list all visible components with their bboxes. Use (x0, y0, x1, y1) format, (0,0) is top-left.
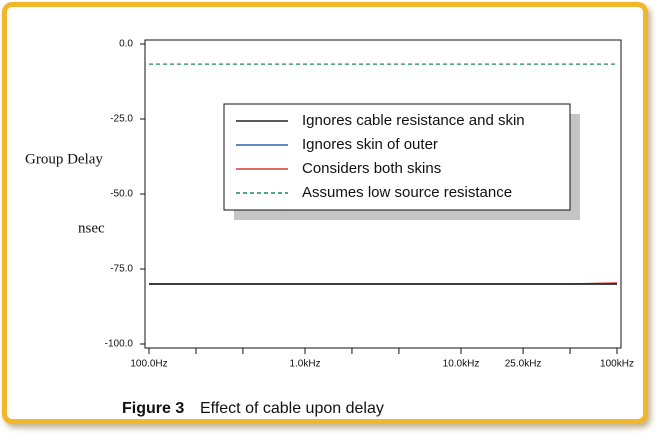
y-tick-label: -50.0 (110, 189, 133, 200)
y-tick-label: -25.0 (110, 114, 133, 125)
y-tick-label: -75.0 (110, 264, 133, 275)
figure-label: Figure 3 (122, 400, 184, 417)
legend-label: Ignores cable resistance and skin (302, 112, 525, 129)
x-tick-label: 100.0Hz (130, 359, 167, 370)
y-tick-label: 0.0 (119, 39, 133, 50)
legend-label: Considers both skins (302, 160, 441, 177)
x-tick-label: 100kHz (600, 359, 634, 370)
y-axis-unit: nsec (78, 220, 105, 236)
x-tick-label: 1.0kHz (289, 359, 320, 370)
x-tick-label: 10.0kHz (443, 359, 480, 370)
x-tick-label: 25.0kHz (505, 359, 542, 370)
y-axis-label: Group Delay (25, 151, 103, 167)
legend-label: Assumes low source resistance (302, 184, 512, 201)
caption: Effect of cable upon delay (200, 400, 384, 417)
y-tick-label: -100.0 (105, 339, 134, 350)
legend-label: Ignores skin of outer (302, 136, 438, 153)
